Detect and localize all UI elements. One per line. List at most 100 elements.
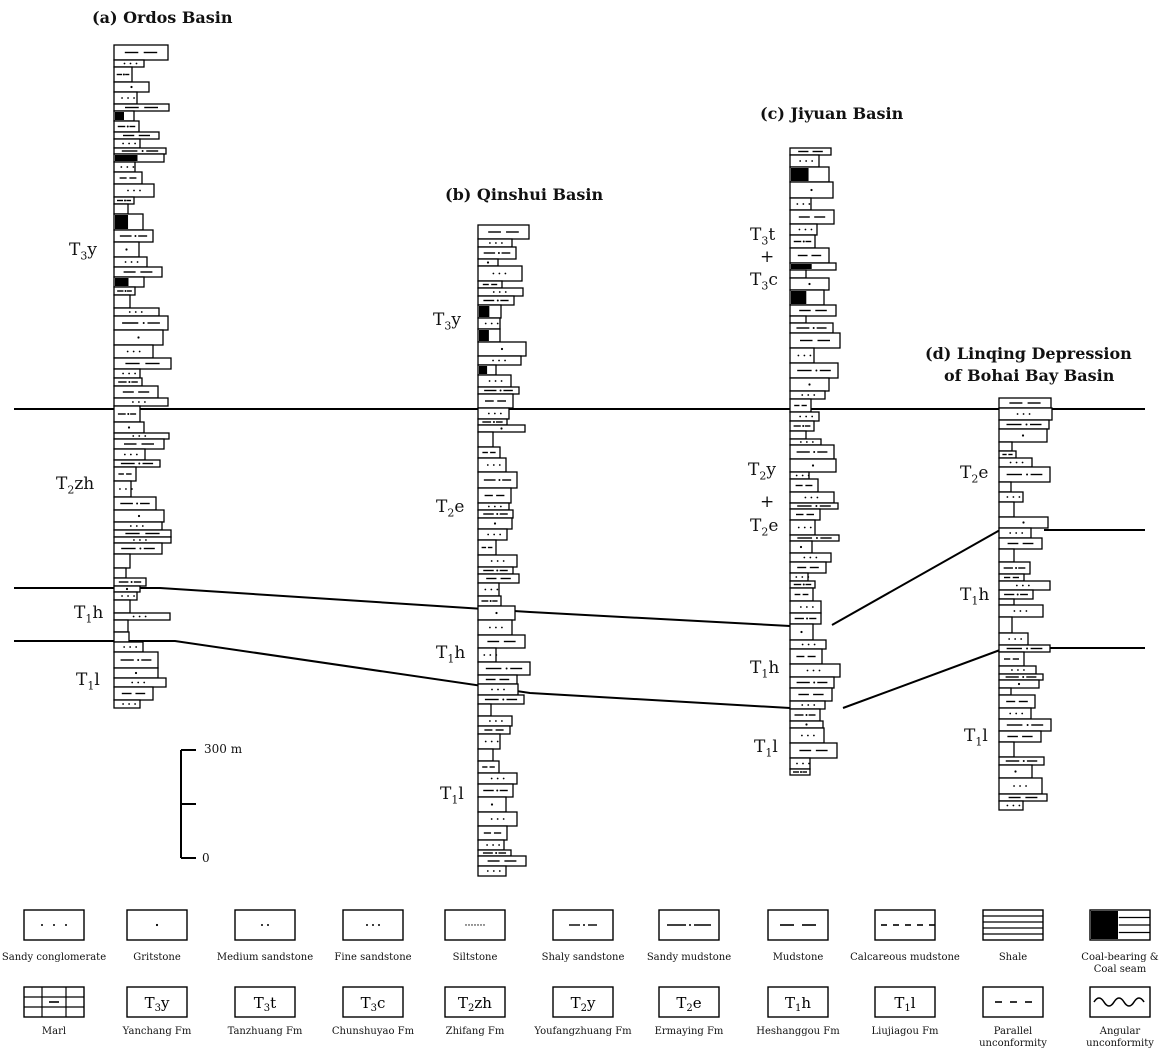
lithology-bed [113,438,165,450]
legend-label: Sandy conglomerate [1,952,107,963]
legend-swatch [1089,909,1151,941]
lithology-bed [789,223,818,236]
lithology-bed [789,332,841,349]
lithology-bed [477,457,507,473]
lithology-bed [113,103,170,112]
formation-label-t1l-b: T1l [440,784,464,807]
lithology-bed [789,438,822,446]
formation-label-t2e-c: T2e [750,516,779,539]
legend: T3y T3t T3c T2zh T2y T2e T1h T1l [23,909,1151,1018]
lithology-bed [113,171,143,185]
legend-label: Chunshuyao Fm [331,1026,415,1037]
legend-swatch [234,909,296,941]
lithology-bed [477,634,526,649]
lithology-bed [789,663,841,678]
formation-label-t2zh-a: T2zh [56,474,95,497]
legend-swatch [767,909,829,941]
lithology-bed [113,266,163,278]
lithology-bed [998,501,1015,518]
lithology-bed [998,687,1012,696]
lithology-bed [113,459,161,468]
legend-label: Shaly sandstone [541,952,625,963]
lithology-bed [789,600,822,614]
formation-label-t1h-d: T1h [960,585,990,608]
legend-label: Youfangzhuang Fm [534,1026,632,1037]
legend-formation-swatch: T3t [234,986,296,1018]
title-linqing-line2: of Bohai Bay Basin [944,366,1115,385]
lithology-bed [477,374,512,388]
lithology-bed [998,800,1024,811]
formation-label-t3y-b: T3y [433,310,461,333]
lithology-bed [998,580,1051,591]
legend-swatch [342,909,404,941]
lithology-bed [998,707,1032,720]
legend-label: unconformity [1086,1038,1154,1049]
jiyuan-column [789,147,841,776]
lithology-bed [789,315,807,324]
lithology-bed [113,138,141,149]
lithology-bed [789,154,820,168]
lithology-bed [477,224,530,240]
lithology-bed [477,407,510,420]
lithology-bed [789,430,807,440]
lithology-bed [789,209,835,225]
lithology-bed [998,527,1032,539]
legend-label: Medium sandstone [216,952,314,963]
legend-formation-symbol: T3y [145,994,170,1014]
lithology-bed [998,741,1015,758]
legend-swatch [23,909,85,941]
lithology-bed [998,589,1034,600]
lithology-bed [477,280,503,289]
lithology-bed [477,446,501,459]
lithology-bed [789,411,820,422]
lithology-bed [113,612,171,621]
lithology-bed [477,431,494,448]
lithology-bed [113,161,136,173]
lithology-bed [477,825,508,841]
legend-label: Shale [998,952,1028,963]
lithology-bed [477,317,501,330]
legend-label: Angular [1099,1026,1141,1037]
lithology-bed [789,269,807,279]
legend-label: Marl [41,1026,67,1037]
legend-formation-swatch: T2y [552,986,614,1018]
lithology-bed [113,553,131,569]
lithology-bed [477,539,497,556]
lithology-bed [113,699,141,709]
lithology-bed [789,471,810,480]
lithology-bed [113,542,163,555]
formation-label-t1l-c: T1l [754,737,778,760]
lithology-bed [789,508,821,521]
lithology-bed [789,687,833,702]
lithology-bed [113,448,146,461]
formation-label-t2e-b: T2e [436,497,465,520]
legend-formation-symbol: T2e [676,994,701,1014]
formation-label-t3y-a: T3y [69,240,97,263]
lithology-bed [789,262,837,271]
lithology-bed [113,357,172,370]
legend-formation-symbol: T2y [571,994,596,1014]
lithology-bed [789,534,840,542]
lithology-bed [477,647,497,663]
legend-label: Ermaying Fm [654,1026,724,1037]
lithology-bed [998,793,1048,802]
lithology-bed [789,757,811,770]
lithology-bed [113,599,131,614]
legend-formation-swatch: T3y [126,986,188,1018]
lithology-bed [789,727,825,744]
lithology-bed [477,393,514,409]
lithology-bed [998,598,1015,606]
legend-formation-symbol: T1h [785,994,811,1014]
scale-label-top: 300 m [204,742,243,756]
lithology-bed [998,694,1036,709]
legend-formation-swatch: T1l [874,986,936,1018]
lithology-bed [113,44,169,61]
lithology-bed [477,703,492,717]
legend-label: Zhifang Fm [445,1026,505,1037]
lithology-bed [113,631,130,643]
lithology-bed [789,478,819,493]
lithology-bed [998,537,1043,550]
lithology-bed [477,760,500,774]
lithology-bed [789,648,823,665]
